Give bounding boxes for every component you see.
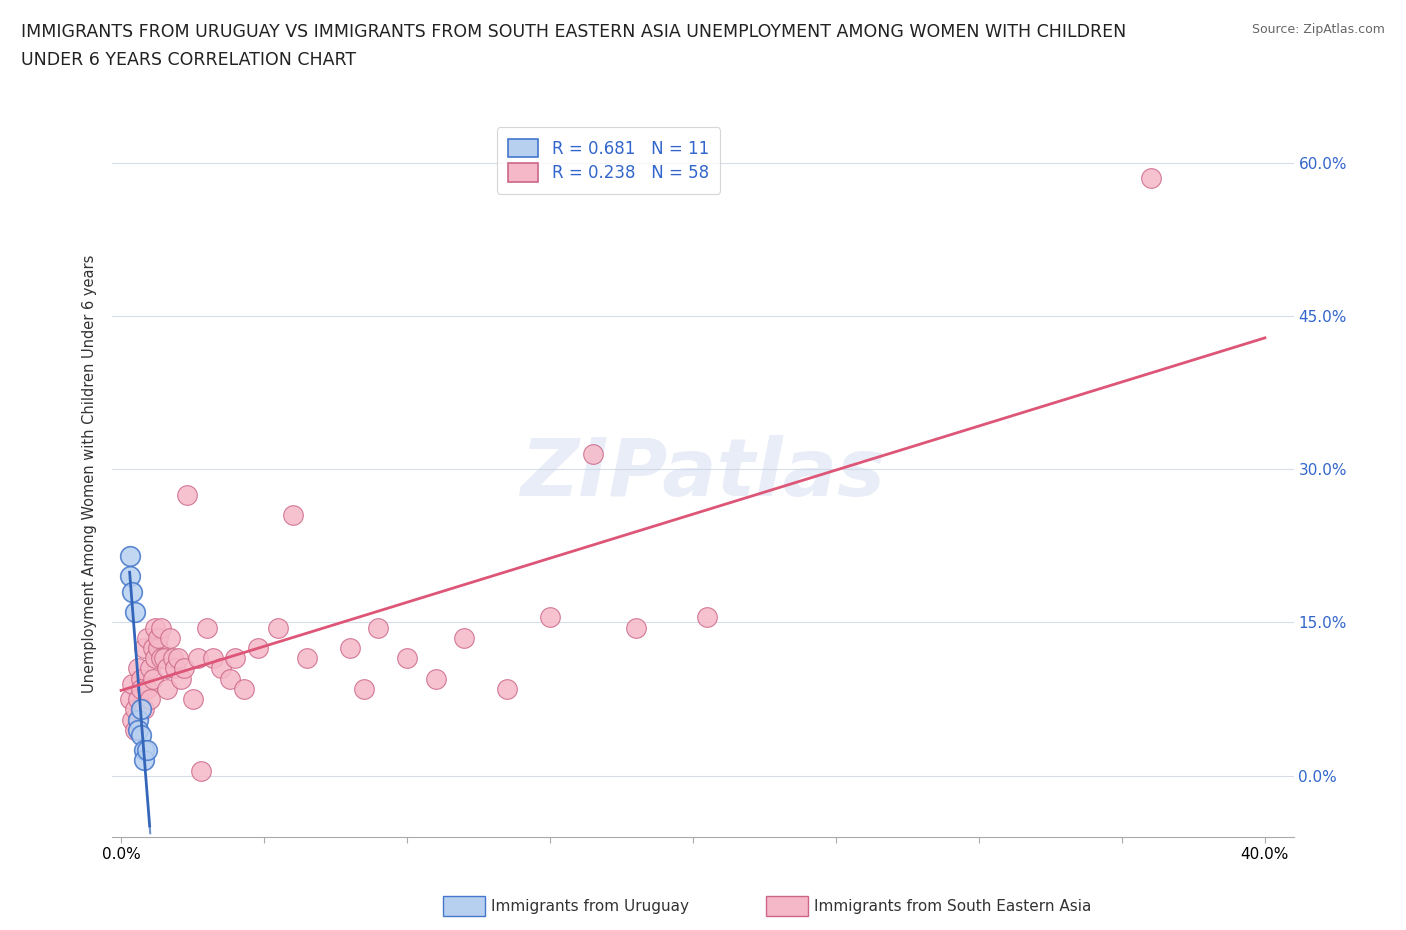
Point xyxy=(153,651,176,666)
Point xyxy=(127,661,149,676)
Point xyxy=(141,671,163,686)
Point xyxy=(224,651,246,666)
Point xyxy=(129,682,152,697)
Point xyxy=(1139,170,1161,185)
Point xyxy=(127,692,149,707)
Y-axis label: Unemployment Among Women with Children Under 6 years: Unemployment Among Women with Children U… xyxy=(82,255,97,694)
Point xyxy=(538,610,561,625)
Point xyxy=(141,641,163,656)
Text: UNDER 6 YEARS CORRELATION CHART: UNDER 6 YEARS CORRELATION CHART xyxy=(21,51,356,69)
Point xyxy=(367,620,389,635)
Point xyxy=(150,620,173,635)
Point xyxy=(218,671,240,686)
Point xyxy=(129,727,152,742)
Point xyxy=(124,723,146,737)
Text: IMMIGRANTS FROM URUGUAY VS IMMIGRANTS FROM SOUTH EASTERN ASIA UNEMPLOYMENT AMONG: IMMIGRANTS FROM URUGUAY VS IMMIGRANTS FR… xyxy=(21,23,1126,41)
Point xyxy=(395,651,418,666)
Point xyxy=(118,569,141,584)
Text: Immigrants from South Eastern Asia: Immigrants from South Eastern Asia xyxy=(814,899,1091,914)
Point xyxy=(145,620,167,635)
Point xyxy=(118,692,141,707)
Point xyxy=(247,641,270,656)
Point xyxy=(121,712,143,727)
Point xyxy=(181,692,204,707)
Point xyxy=(121,584,143,599)
Point xyxy=(159,631,181,645)
Text: ZIPatlas: ZIPatlas xyxy=(520,435,886,513)
Point xyxy=(132,702,155,717)
Point xyxy=(156,682,179,697)
Point xyxy=(148,641,170,656)
Point xyxy=(496,682,519,697)
Point xyxy=(129,671,152,686)
Point xyxy=(132,743,155,758)
Point xyxy=(165,661,187,676)
Point xyxy=(267,620,290,635)
Point xyxy=(173,661,195,676)
Point xyxy=(138,692,160,707)
Legend: R = 0.681   N = 11, R = 0.238   N = 58: R = 0.681 N = 11, R = 0.238 N = 58 xyxy=(496,127,720,193)
Point xyxy=(582,446,605,461)
Point xyxy=(162,651,184,666)
Point xyxy=(167,651,190,666)
Point xyxy=(425,671,447,686)
Point xyxy=(150,651,173,666)
Point xyxy=(696,610,718,625)
Point xyxy=(135,743,157,758)
Point xyxy=(148,631,170,645)
Point xyxy=(295,651,318,666)
Point xyxy=(121,676,143,691)
Point xyxy=(124,702,146,717)
Point xyxy=(453,631,475,645)
Point xyxy=(156,661,179,676)
Point xyxy=(132,753,155,768)
Point xyxy=(624,620,647,635)
Point xyxy=(145,651,167,666)
Point xyxy=(233,682,256,697)
Point xyxy=(176,487,198,502)
Point xyxy=(138,661,160,676)
Point xyxy=(281,508,304,523)
Point xyxy=(201,651,224,666)
Point xyxy=(195,620,218,635)
Text: Source: ZipAtlas.com: Source: ZipAtlas.com xyxy=(1251,23,1385,36)
Point xyxy=(132,641,155,656)
Point xyxy=(190,764,212,778)
Point xyxy=(129,702,152,717)
Point xyxy=(135,682,157,697)
Point xyxy=(124,604,146,619)
Point xyxy=(135,631,157,645)
Point xyxy=(187,651,209,666)
Point xyxy=(118,549,141,564)
Point xyxy=(353,682,375,697)
Point xyxy=(339,641,361,656)
Point xyxy=(209,661,232,676)
Point xyxy=(127,723,149,737)
Point xyxy=(170,671,193,686)
Point xyxy=(127,712,149,727)
Text: Immigrants from Uruguay: Immigrants from Uruguay xyxy=(491,899,689,914)
